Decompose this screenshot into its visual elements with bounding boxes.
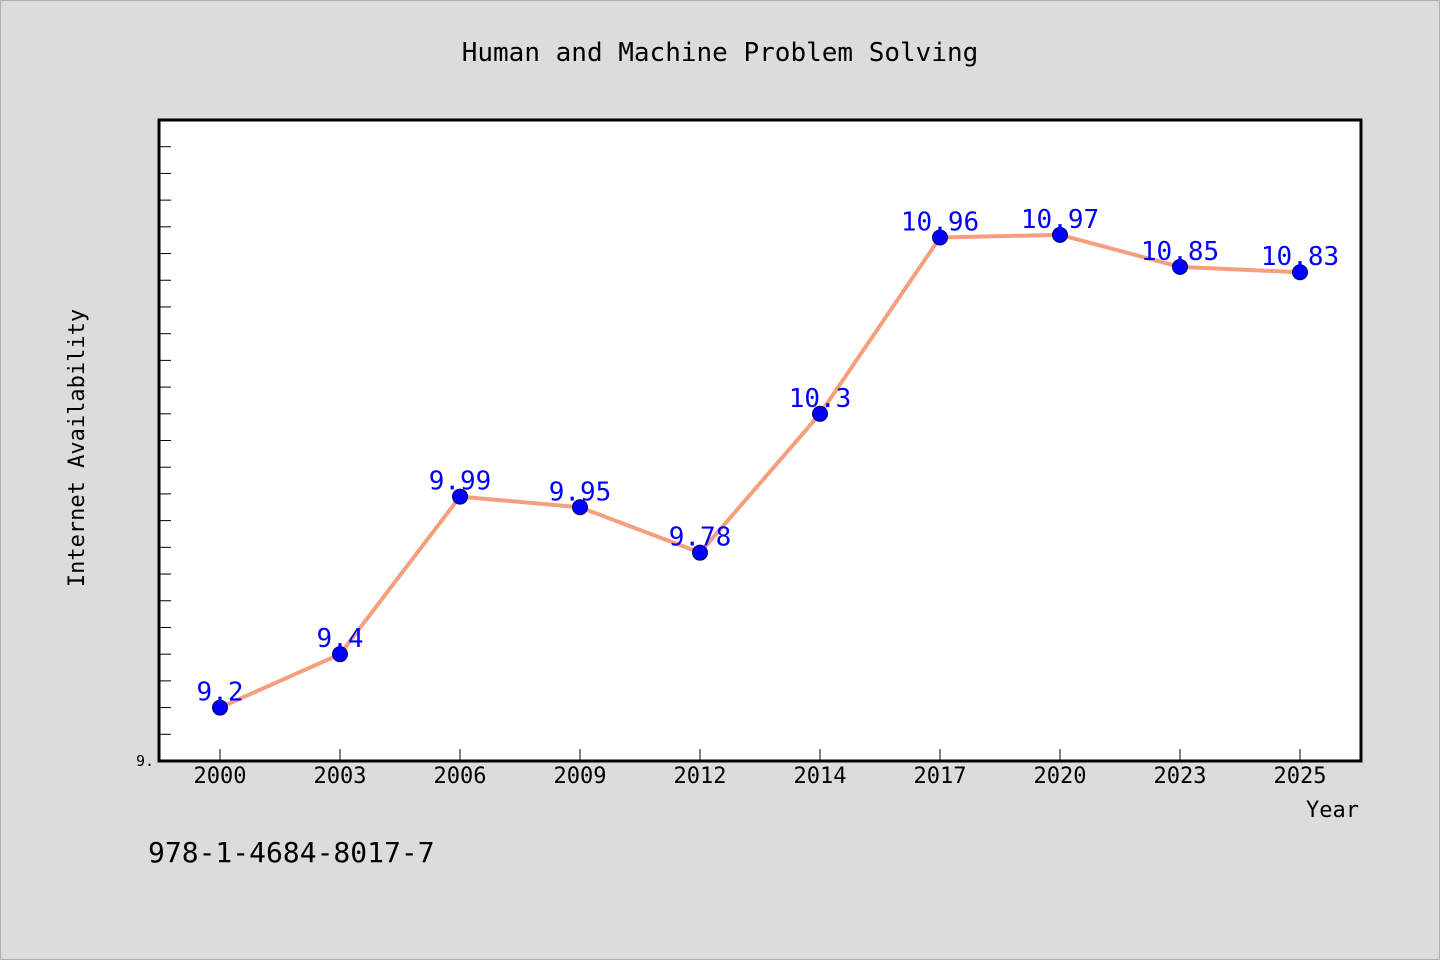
data-label: 10.96	[901, 208, 979, 238]
data-label: 9.78	[669, 523, 732, 553]
x-tick-label: 2009	[554, 764, 607, 789]
x-tick-label: 2023	[1154, 764, 1207, 789]
x-tick-label: 2017	[914, 764, 967, 789]
data-point	[452, 488, 468, 505]
x-tick-label: 2012	[674, 764, 727, 789]
data-label: 9.95	[549, 477, 612, 507]
x-tick-label: 2006	[434, 764, 487, 789]
x-axis-ticks: 2000 2003 2006 2009 2012 2014 2017 2020 2023 2025	[194, 749, 1327, 789]
chart-title: Human and Machine Problem Solving	[462, 38, 979, 68]
plot-area	[157, 118, 1363, 763]
data-label: 9.4	[317, 624, 364, 654]
data-point	[1052, 226, 1068, 243]
data-point	[1172, 258, 1188, 275]
data-point	[572, 499, 588, 516]
data-labels: 9.2 9.4 9.99 9.95 9.78 10.3 10.96 10.97 10.85 10.…	[197, 205, 1340, 708]
isbn-text: 978-1-4684-8017-7	[148, 836, 435, 869]
data-markers	[212, 226, 1308, 716]
y-tick-label: 9.	[136, 752, 154, 770]
x-tick-label: 2014	[794, 764, 847, 789]
x-axis-label: Year	[1306, 798, 1359, 823]
data-label: 10.3	[789, 384, 852, 414]
data-label: 9.99	[429, 467, 492, 497]
x-tick-label: 2003	[314, 764, 367, 789]
x-tick-label: 2000	[194, 764, 247, 789]
data-point	[932, 229, 948, 246]
data-point	[812, 405, 828, 422]
data-point	[1292, 264, 1308, 281]
series-line	[219, 232, 1301, 710]
y-axis-label: Internet Availability	[65, 309, 90, 587]
x-tick-label: 2020	[1034, 764, 1087, 789]
data-point	[332, 646, 348, 663]
y-axis-ticks	[159, 146, 171, 735]
data-label: 10.97	[1021, 205, 1099, 235]
data-label: 9.2	[197, 678, 244, 708]
x-tick-label: 2025	[1274, 764, 1327, 789]
data-point	[212, 699, 228, 716]
data-point	[692, 544, 708, 561]
data-label: 10.85	[1141, 237, 1219, 267]
data-label: 10.83	[1261, 242, 1339, 272]
